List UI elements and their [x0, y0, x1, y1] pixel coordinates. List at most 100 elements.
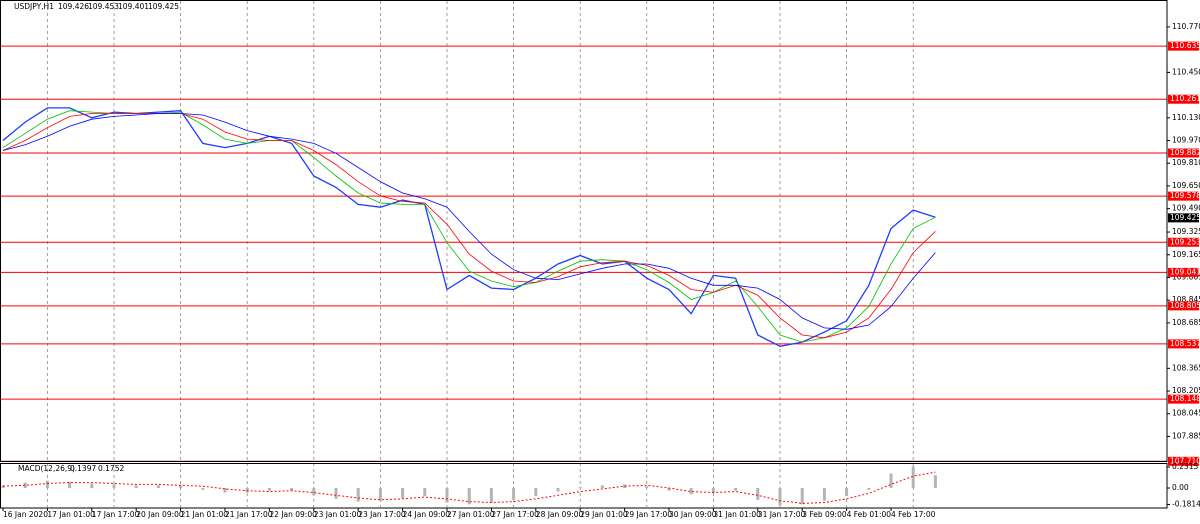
x-tick-label: 23 Jan 17:00 [358, 510, 406, 519]
x-tick-label: 21 Jan 01:00 [181, 510, 229, 519]
level-tag [1168, 394, 1199, 404]
level-label: 109.882 [1170, 148, 1200, 157]
macd-bar [423, 487, 427, 497]
macd-bar [556, 487, 560, 492]
y-tick-label: 109.325 [1172, 227, 1200, 236]
macd-y-tick-label: 0.00 [1172, 483, 1189, 492]
macd-bar [600, 485, 604, 488]
macd-bar [445, 487, 449, 503]
y-tick-label: 108.045 [1172, 409, 1200, 418]
macd-bar [290, 487, 294, 491]
macd-bar [312, 487, 316, 496]
macd-bar [734, 487, 738, 491]
main-frame [0, 0, 1168, 462]
level-tag [1168, 191, 1199, 201]
macd-bar [778, 487, 782, 506]
x-tick-label: 17 Jan 17:00 [92, 510, 140, 519]
macd-frame [0, 463, 1168, 509]
macd-bar [223, 487, 227, 493]
plot-layer [1, 1, 1167, 507]
macd-bar [534, 487, 538, 497]
level-tag [1168, 301, 1199, 311]
macd-bar [179, 485, 183, 488]
x-tick-label: 24 Jan 09:00 [403, 510, 451, 519]
x-tick-label: 29 Jan 01:00 [580, 510, 628, 519]
macd-y-tick-label: -0.1814 [1172, 499, 1200, 508]
macd-bar [689, 487, 693, 495]
y-tick-label: 109.810 [1172, 158, 1200, 167]
level-label: 108.537 [1170, 339, 1200, 348]
macd-y-tick-label: 0.2315 [1172, 462, 1198, 471]
macd-bar [356, 487, 360, 502]
current-price-label: 109.425 [1170, 213, 1200, 222]
header-value: 109.425 [148, 2, 179, 11]
y-tick-label: 108.845 [1172, 295, 1200, 304]
x-tick-label: 4 Feb 17:00 [891, 510, 936, 519]
macd-bar [911, 466, 915, 488]
y-tick-label: 108.685 [1172, 318, 1200, 327]
macd-bar [334, 487, 338, 499]
x-tick-label: 16 Jan 2020 [3, 510, 48, 519]
macd-bar [867, 487, 871, 490]
macd-bar [45, 480, 49, 488]
level-tag [1168, 237, 1199, 247]
y-tick-label: 107.885 [1172, 431, 1200, 440]
current-price-tag [1168, 213, 1199, 223]
macd-bar [401, 487, 405, 498]
y-tick-label: 108.365 [1172, 363, 1200, 372]
macd-title: MACD(12,26,9) [18, 464, 75, 473]
macd-bar [68, 481, 72, 488]
macd-bar [267, 487, 271, 491]
header-value: 109.401 [118, 2, 149, 11]
x-tick-label: 30 Jan 09:00 [669, 510, 717, 519]
macd-bar [1, 485, 5, 488]
y-tick-label: 110.770 [1172, 22, 1200, 31]
level-label: 109.041 [1170, 267, 1200, 276]
macd-bar [489, 487, 493, 503]
level-label: 109.578 [1170, 191, 1200, 200]
macd-bar [112, 484, 116, 488]
macd-bar [800, 487, 804, 505]
macd-bar [667, 487, 671, 491]
y-tick-label: 108.205 [1172, 386, 1200, 395]
y-tick-label: 109.165 [1172, 250, 1200, 259]
macd-bar [467, 487, 471, 505]
level-label: 108.148 [1170, 394, 1200, 403]
x-tick-label: 17 Jan 01:00 [47, 510, 95, 519]
macd-bar [822, 487, 826, 501]
macd-bar [889, 473, 893, 488]
header-value: 109.426 [58, 2, 89, 11]
x-tick-label: 3 Feb 09:00 [802, 510, 847, 519]
level-tag [1168, 94, 1199, 104]
level-tag [1168, 148, 1199, 158]
x-tick-label: 28 Jan 09:00 [536, 510, 584, 519]
macd-value: 0.1752 [98, 464, 124, 473]
macd-value: 0.1397 [70, 464, 96, 473]
x-tick-label: 27 Jan 17:00 [491, 510, 539, 519]
header-value: 109.453 [88, 2, 119, 11]
y-tick-label: 110.130 [1172, 113, 1200, 122]
macd-bar [933, 475, 937, 488]
macd-bar [156, 485, 160, 488]
x-tick-label: 22 Jan 09:00 [269, 510, 317, 519]
macd-bar [134, 485, 138, 488]
x-tick-label: 21 Jan 17:00 [225, 510, 273, 519]
level-label: 109.253 [1170, 237, 1200, 246]
level-tag [1168, 339, 1199, 349]
series-line [2, 471, 936, 504]
macd-bar [201, 487, 205, 490]
level-tag [1168, 267, 1199, 277]
y-tick-label: 109.970 [1172, 136, 1200, 145]
x-tick-label: 31 Jan 01:00 [713, 510, 761, 519]
chart-title: USDJPY,H1 [14, 2, 54, 11]
x-tick-label: 31 Jan 17:00 [758, 510, 806, 519]
macd-bar [623, 484, 627, 488]
level-label: 107.710 [1170, 456, 1200, 465]
macd-bar [845, 487, 849, 497]
level-tag [1168, 456, 1199, 466]
macd-bar [23, 482, 27, 488]
x-tick-label: 27 Jan 01:00 [447, 510, 495, 519]
macd-bar [512, 487, 516, 500]
